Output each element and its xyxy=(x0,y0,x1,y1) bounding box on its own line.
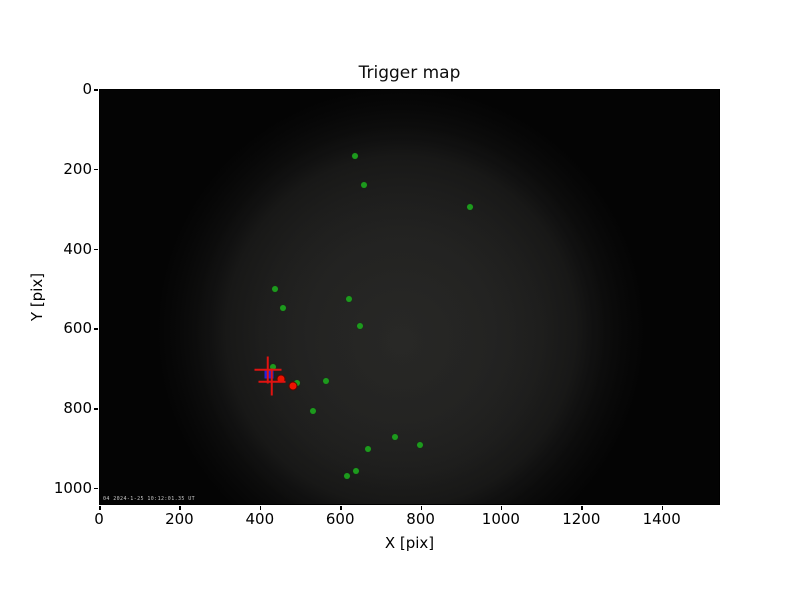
x-tick xyxy=(581,506,583,510)
plot-title: Trigger map xyxy=(358,63,461,83)
plus-vertical xyxy=(270,368,273,396)
plot-canvas: 04 2024-1-25 10:12:01.35 UT xyxy=(99,89,720,505)
scatter-marker-hit-pixels-green xyxy=(322,378,329,385)
y-tick xyxy=(94,487,98,490)
y-tick-label: 400 xyxy=(63,239,92,258)
x-tick xyxy=(179,506,181,510)
plus-vertical xyxy=(266,356,269,384)
scatter-marker-trigger-pixels-red xyxy=(288,381,297,391)
scatter-marker-hit-pixels-green xyxy=(365,446,372,452)
x-tick-label: 200 xyxy=(165,510,194,528)
y-tick xyxy=(94,408,98,410)
scatter-marker-hit-pixels-green xyxy=(466,203,473,210)
y-tick xyxy=(94,168,98,171)
y-tick xyxy=(94,89,98,91)
scatter-marker-hit-pixels-green xyxy=(269,363,276,370)
scatter-marker-hit-pixels-green xyxy=(392,433,398,440)
y-tick-label: 0 xyxy=(82,80,92,98)
y-tick xyxy=(94,328,98,330)
y-tick xyxy=(94,248,98,250)
scatter-marker-hit-pixels-green xyxy=(345,296,352,303)
scatter-marker-trigger-center-blue xyxy=(264,369,274,379)
x-tick xyxy=(500,506,503,510)
scatter-marker-trigger-pixels-red xyxy=(276,374,286,384)
scatter-marker-hit-pixels-green xyxy=(351,153,358,160)
scatter-marker-hit-pixels-green xyxy=(272,285,279,292)
x-tick-label: 1200 xyxy=(562,510,601,528)
x-tick xyxy=(99,506,101,510)
x-tick xyxy=(661,506,664,510)
x-tick xyxy=(420,506,423,510)
y-tick-label: 1000 xyxy=(53,478,92,497)
x-tick-label: 1000 xyxy=(481,510,520,528)
camera-timestamp-watermark: 04 2024-1-25 10:12:01.35 UT xyxy=(103,496,196,502)
scatter-marker-hit-pixels-green xyxy=(417,441,424,448)
scatter-marker-hit-pixels-green xyxy=(293,379,300,386)
scatter-marker-cross-markers-red xyxy=(254,356,282,384)
x-tick-label: 800 xyxy=(406,510,435,528)
x-tick-label: 1400 xyxy=(642,510,681,528)
scatter-marker-hit-pixels-green xyxy=(279,305,286,312)
scatter-marker-hit-pixels-green xyxy=(353,467,359,474)
x-tick-label: 0 xyxy=(94,510,104,528)
x-axis-label: X [pix] xyxy=(384,534,435,552)
y-tick-label: 800 xyxy=(63,399,92,418)
y-axis-label: Y [pix] xyxy=(28,272,46,322)
x-tick-label: 400 xyxy=(245,510,275,528)
scatter-marker-hit-pixels-green xyxy=(310,407,316,414)
scatter-marker-cross-markers-red xyxy=(258,368,286,396)
y-tick-label: 600 xyxy=(63,319,92,338)
scatter-marker-hit-pixels-green xyxy=(356,322,363,329)
scatter-marker-hit-pixels-green xyxy=(361,182,368,189)
x-tick-label: 600 xyxy=(325,510,355,528)
x-tick xyxy=(259,506,262,510)
x-tick xyxy=(340,506,342,510)
y-tick-label: 200 xyxy=(63,159,92,178)
scatter-marker-hit-pixels-green xyxy=(344,472,351,479)
